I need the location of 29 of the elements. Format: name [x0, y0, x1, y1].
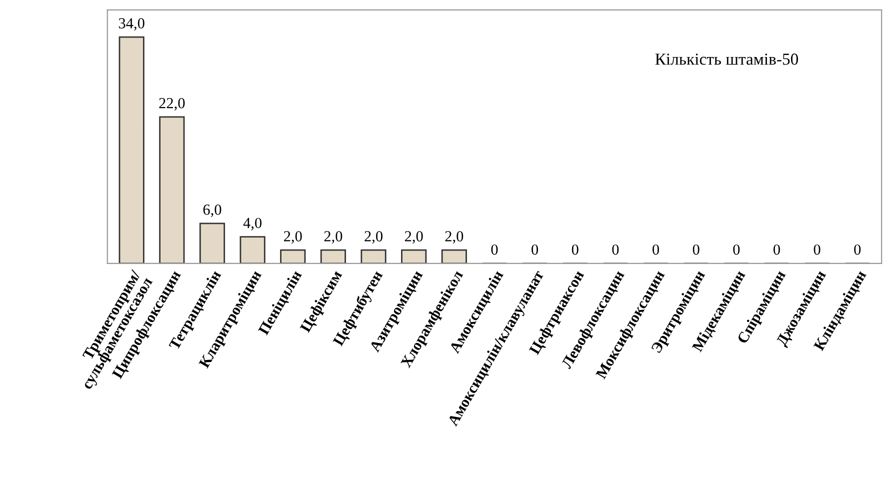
data-label: 0	[612, 244, 619, 255]
data-label: 0	[572, 244, 578, 255]
data-label: 0	[652, 244, 660, 255]
bar	[280, 249, 306, 264]
data-label: 2,0	[364, 231, 382, 244]
data-label: 22,0	[159, 98, 185, 111]
data-label: 0	[854, 244, 861, 255]
bar	[441, 249, 467, 264]
bar	[240, 236, 266, 264]
bar	[199, 222, 226, 264]
data-label: 4,0	[243, 218, 262, 230]
bar	[360, 249, 386, 264]
data-label: 2,0	[324, 231, 342, 244]
annotation: Кількість штамів-50	[655, 54, 798, 65]
data-label: 2,0	[404, 231, 423, 244]
data-label: 0	[692, 244, 700, 255]
data-label: 2,0	[445, 231, 464, 244]
data-label: 0	[491, 244, 498, 255]
data-label: 0	[733, 244, 740, 255]
data-label: 0	[532, 244, 538, 255]
data-label: 34,0	[118, 18, 144, 31]
bar	[159, 116, 185, 264]
bar	[118, 36, 144, 264]
bar	[401, 249, 427, 264]
data-label: 2,0	[284, 231, 302, 244]
data-label: 6,0	[203, 204, 222, 218]
data-label: 0	[814, 244, 820, 255]
bar	[320, 249, 346, 264]
data-label: 0	[774, 244, 780, 255]
